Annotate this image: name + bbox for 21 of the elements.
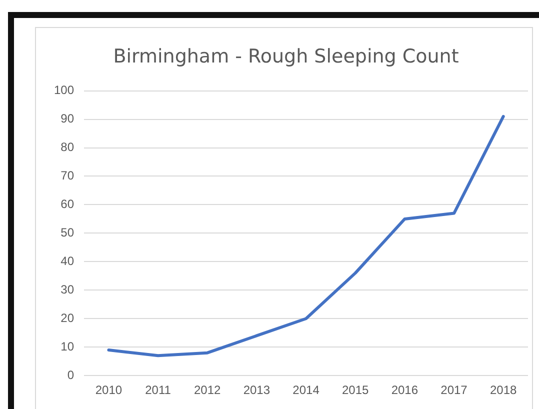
x-tick-label: 2012 [194,383,222,398]
y-tick-label: 100 [54,83,74,98]
x-tick-label: 2011 [145,383,172,398]
y-tick-label: 30 [60,282,74,296]
y-tick-label: 40 [60,254,74,268]
x-tick-label: 2016 [391,383,418,398]
y-tick-label: 0 [67,368,74,382]
y-tick-label: 90 [60,112,74,126]
x-tick-label: 2017 [440,383,468,398]
y-tick-label: 80 [60,140,74,154]
x-tick-label: 2013 [243,383,270,398]
y-tick-label: 70 [60,168,74,183]
chart-title: Birmingham - Rough Sleeping Count [113,45,459,68]
x-tick-label: 2010 [95,383,122,398]
x-tick-label: 2018 [490,383,518,398]
x-tick-label: 2014 [292,383,320,398]
y-tick-label: 10 [60,339,74,354]
y-tick-label: 60 [60,197,74,212]
y-tick-label: 20 [60,310,74,325]
y-tick-label: 50 [60,226,74,240]
x-tick-label: 2015 [342,383,370,398]
